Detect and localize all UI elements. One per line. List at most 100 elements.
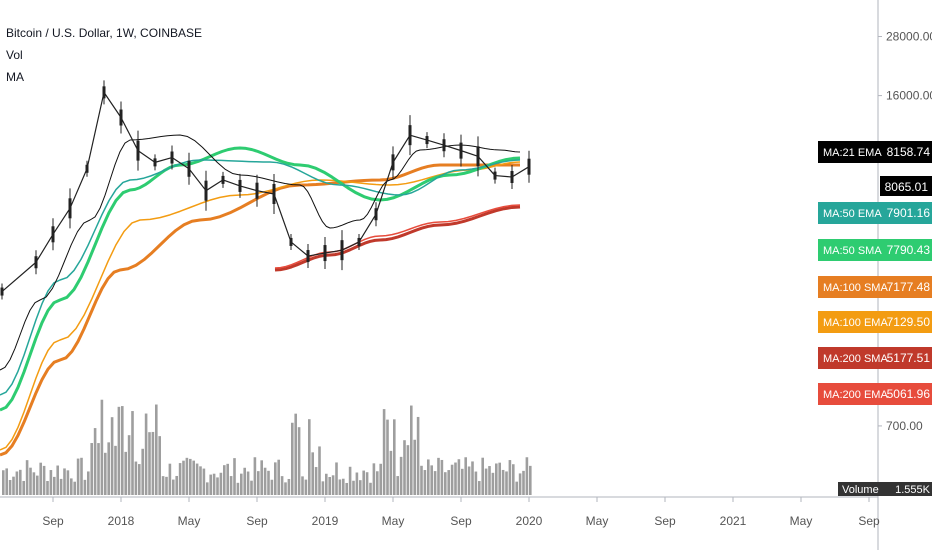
- volume-bar: [87, 471, 90, 495]
- volume-bar: [172, 479, 175, 495]
- volume-bar: [352, 480, 355, 495]
- candle-body: [306, 250, 310, 263]
- volume-bar: [518, 473, 522, 495]
- volume-bar: [110, 417, 114, 495]
- volume-bar: [168, 463, 172, 495]
- volume-bar: [59, 478, 63, 495]
- candle-body: [357, 237, 361, 246]
- volume-bar: [270, 479, 274, 495]
- volume-bar: [32, 472, 36, 495]
- volume-bar: [488, 466, 491, 495]
- volume-bar: [420, 465, 423, 495]
- price-line: [1, 91, 530, 293]
- volume-bar: [107, 442, 110, 495]
- volume-bar: [49, 470, 53, 495]
- volume-bar: [325, 473, 328, 495]
- volume-bar: [19, 469, 22, 495]
- volume-bar: [114, 445, 117, 495]
- ma-label-box: [818, 202, 932, 224]
- ma50-sma-line: [0, 146, 521, 412]
- candle-body: [238, 179, 242, 192]
- volume-bar: [386, 419, 389, 495]
- volume-bar: [335, 462, 338, 495]
- ma-label-name: MA:200 SMA: [823, 353, 888, 365]
- x-tick-label: Sep: [42, 514, 64, 528]
- volume-bar: [433, 471, 437, 495]
- volume-bar: [321, 481, 325, 495]
- volume-bar: [342, 478, 345, 495]
- volume-bar: [457, 459, 461, 495]
- volume-bar: [481, 457, 484, 495]
- volume-bar: [229, 476, 233, 495]
- volume-bar: [338, 479, 342, 495]
- ma-label-box: [818, 347, 932, 369]
- candle-body: [510, 171, 514, 184]
- x-tick-label: Sep: [246, 514, 268, 528]
- volume-bar: [199, 466, 202, 495]
- volume-bar: [512, 464, 515, 495]
- volume-bar: [260, 460, 263, 495]
- ma200-ema-line: [274, 204, 521, 269]
- candle-body: [221, 175, 225, 184]
- volume-bar: [389, 450, 393, 495]
- y-tick-label: 28000.00: [886, 30, 932, 44]
- volume-bar: [138, 464, 141, 495]
- volume-bar: [117, 406, 121, 495]
- x-tick-label: May: [586, 514, 609, 528]
- volume-bar: [56, 465, 59, 495]
- candle-body: [51, 226, 55, 243]
- x-tick-label: 2021: [720, 514, 747, 528]
- volume-bar: [158, 436, 161, 495]
- volume-bar: [73, 481, 76, 495]
- ma-label-name: MA:100 SMA: [823, 282, 888, 294]
- volume-bar: [331, 475, 335, 495]
- ma-indicator-label[interactable]: MA: [6, 70, 24, 84]
- volume-bar: [257, 471, 260, 495]
- ma-label-box: [818, 311, 932, 333]
- volume-bar: [440, 459, 444, 495]
- volume-bar: [464, 457, 467, 495]
- volume-bar: [29, 467, 32, 495]
- volume-bar: [144, 413, 148, 495]
- ma100-ema-line: [0, 161, 521, 451]
- candle-body: [170, 151, 174, 164]
- candle-body: [374, 208, 378, 221]
- volume-bar: [304, 479, 308, 495]
- volume-bar: [291, 422, 294, 495]
- ma-label-name: MA:50 SMA: [823, 245, 882, 257]
- ma-label-box: [818, 276, 932, 298]
- volume-bar: [63, 468, 66, 495]
- volume-bar: [209, 474, 212, 495]
- volume-bar: [185, 457, 189, 495]
- volume-bar: [498, 462, 501, 495]
- candle-body: [527, 158, 531, 175]
- candle-body: [68, 198, 72, 219]
- candle-body: [102, 86, 106, 99]
- volume-bar: [46, 481, 49, 495]
- ma-label-value: 5177.51: [887, 351, 931, 365]
- volume-bar: [274, 462, 277, 495]
- volume-bar: [80, 457, 83, 495]
- candle-body: [119, 109, 123, 126]
- x-tick-label: 2020: [516, 514, 543, 528]
- symbol-title[interactable]: Bitcoin / U.S. Dollar, 1W, COINBASE: [6, 26, 203, 40]
- volume-bar: [450, 464, 454, 495]
- x-tick-label: 2018: [108, 514, 135, 528]
- x-tick-label: May: [178, 514, 201, 528]
- volume-bar: [151, 431, 155, 495]
- volume-bar: [345, 482, 348, 495]
- candle-body: [136, 140, 140, 161]
- volume-indicator-label[interactable]: Vol: [6, 48, 23, 62]
- current-price-box: [880, 176, 932, 196]
- volume-bar: [467, 466, 471, 495]
- volume-bar: [437, 457, 440, 495]
- volume-bar: [474, 471, 478, 495]
- x-tick-label: May: [790, 514, 813, 528]
- volume-bar: [413, 439, 416, 495]
- volume-bar: [484, 468, 488, 495]
- volume-bar: [447, 470, 450, 495]
- x-tick-label: Sep: [450, 514, 472, 528]
- volume-bar: [12, 476, 15, 495]
